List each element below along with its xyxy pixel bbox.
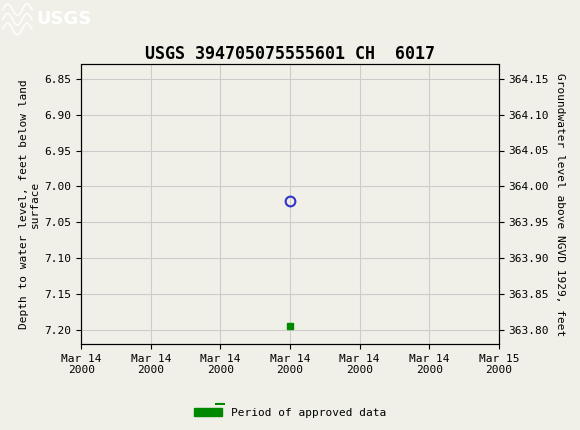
Text: —: — — [215, 395, 226, 413]
Text: USGS: USGS — [36, 10, 91, 28]
Text: USGS 394705075555601 CH  6017: USGS 394705075555601 CH 6017 — [145, 45, 435, 63]
Y-axis label: Groundwater level above NGVD 1929, feet: Groundwater level above NGVD 1929, feet — [554, 73, 564, 336]
Y-axis label: Depth to water level, feet below land
surface: Depth to water level, feet below land su… — [19, 80, 41, 329]
Legend: Period of approved data: Period of approved data — [190, 403, 390, 422]
